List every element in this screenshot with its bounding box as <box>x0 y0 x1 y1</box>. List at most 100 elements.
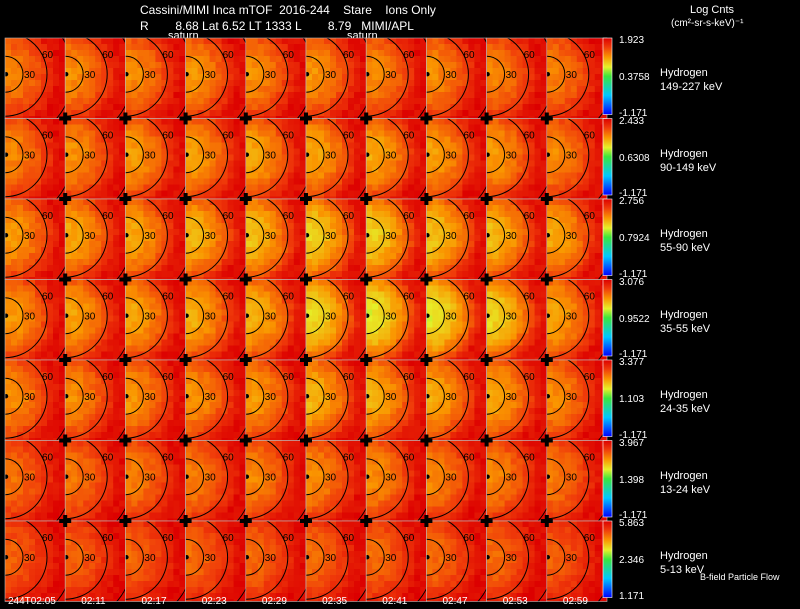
heat-cell <box>257 166 265 173</box>
heat-cell <box>366 92 373 99</box>
heat-cell <box>582 184 590 191</box>
heat-cell <box>462 92 469 99</box>
heat-cell <box>594 241 602 248</box>
heat-cell <box>564 62 572 69</box>
heat-cell <box>71 205 78 212</box>
heat-cell <box>438 50 445 57</box>
heat-cell <box>552 184 560 191</box>
heat-cell <box>233 62 241 69</box>
heat-cell <box>107 56 114 63</box>
heat-cell <box>299 136 307 143</box>
heat-cell <box>203 44 211 51</box>
heat-cell <box>5 118 12 125</box>
heat-cell <box>101 116 108 119</box>
heat-cell <box>522 184 530 191</box>
heat-cell <box>414 160 421 167</box>
heat-cell <box>522 124 530 131</box>
heat-cell <box>402 199 409 206</box>
heat-cell <box>167 62 174 69</box>
heat-cell <box>113 235 120 242</box>
heat-cell <box>83 136 90 143</box>
heat-cell <box>209 196 217 199</box>
heat-cell <box>167 265 174 272</box>
heat-cell <box>137 136 144 143</box>
heat-cell <box>342 253 349 260</box>
heat-cell <box>131 74 138 81</box>
heat-cell <box>185 110 193 117</box>
heat-cell <box>203 116 211 119</box>
heat-cell <box>287 265 295 272</box>
heat-cell <box>47 327 54 334</box>
heat-cell <box>366 38 373 45</box>
heat-cell <box>89 205 96 212</box>
heat-cell <box>414 124 421 131</box>
heat-cell <box>426 98 433 105</box>
heat-cell <box>444 196 451 199</box>
heat-cell <box>113 190 120 197</box>
heat-cell <box>227 178 235 185</box>
heat-cell <box>179 92 186 99</box>
heat-cell <box>306 166 313 173</box>
heat-cell <box>474 104 481 111</box>
heat-cell <box>390 68 397 75</box>
heat-cell <box>438 118 445 125</box>
heat-cell <box>29 241 36 248</box>
heat-cell <box>522 68 530 75</box>
heat-cell <box>65 184 72 191</box>
heat-cell <box>71 68 78 75</box>
heat-cell <box>312 259 319 266</box>
heat-cell <box>227 104 235 111</box>
heat-cell <box>239 104 246 111</box>
heat-cell <box>480 205 487 212</box>
heat-cell <box>366 271 373 278</box>
heat-cell <box>540 68 547 75</box>
heat-cell <box>360 217 367 224</box>
heat-cell <box>89 38 96 45</box>
heat-cell <box>360 265 367 272</box>
heat-cell <box>504 92 512 99</box>
heat-cell <box>287 56 295 63</box>
heat-cell <box>528 74 536 81</box>
heat-cell <box>281 184 289 191</box>
heat-cell <box>360 184 367 191</box>
heat-cell <box>564 160 572 167</box>
heat-cell <box>131 172 138 179</box>
heat-cell <box>191 265 199 272</box>
heat-cell <box>29 178 36 185</box>
heat-cell <box>426 136 433 143</box>
heat-cell <box>101 229 108 236</box>
heat-cell <box>450 38 457 45</box>
heat-cell <box>41 68 48 75</box>
heat-cell <box>330 130 337 137</box>
heat-cell <box>552 223 560 230</box>
heat-cell <box>227 196 235 199</box>
heat-cell <box>239 98 246 105</box>
heat-cell <box>354 80 361 87</box>
heat-cell <box>197 74 205 81</box>
heat-cell <box>125 154 132 161</box>
heat-cell <box>546 265 554 272</box>
heat-cell <box>221 98 229 105</box>
heat-cell <box>528 229 536 236</box>
heat-cell <box>366 104 373 111</box>
heat-cell <box>71 148 78 155</box>
heat-cell <box>444 116 451 119</box>
heat-cell <box>306 38 313 45</box>
heat-cell <box>17 309 24 316</box>
heat-cell <box>342 98 349 105</box>
heat-cell <box>594 265 602 272</box>
heat-cell <box>65 136 72 143</box>
heat-cell <box>366 205 373 212</box>
heat-cell <box>396 142 403 149</box>
heat-cell <box>53 327 60 334</box>
heat-cell <box>318 50 325 57</box>
heat-cell <box>233 265 241 272</box>
heat-cell <box>221 277 229 280</box>
heat-cell <box>564 178 572 185</box>
heat-cell <box>462 277 469 280</box>
heat-cell <box>263 98 271 105</box>
heat-cell <box>161 259 168 266</box>
heat-cell <box>263 277 271 280</box>
heat-cell <box>245 229 253 236</box>
